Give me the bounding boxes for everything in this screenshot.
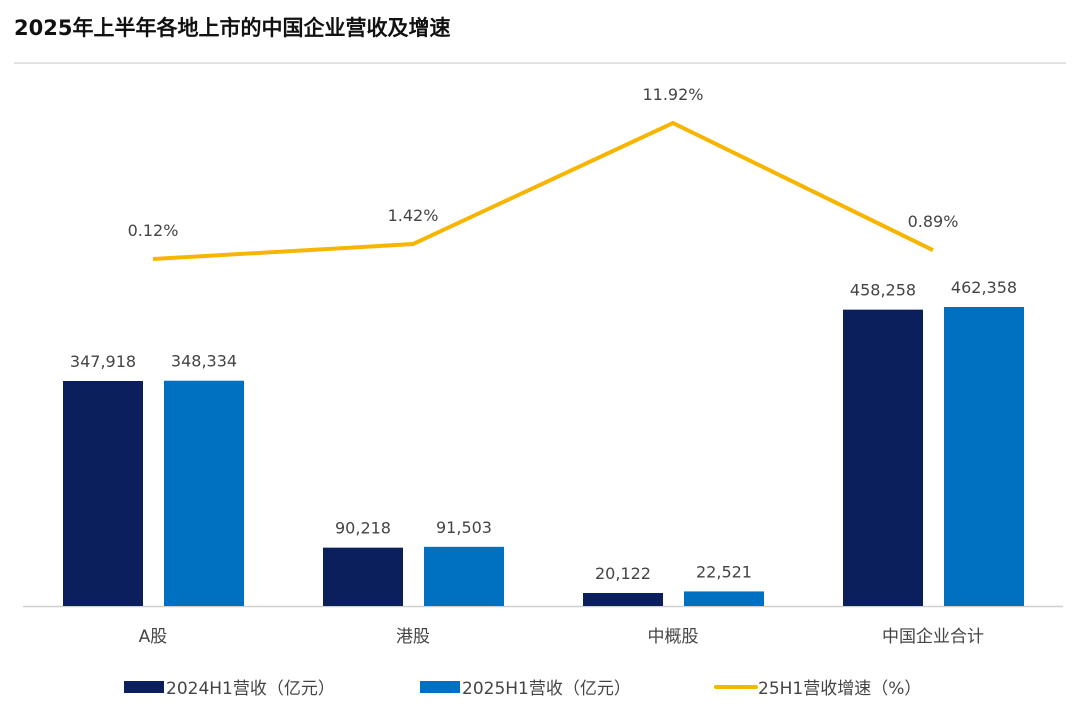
bar-2024h1: [583, 592, 663, 606]
line-data-label: 0.12%: [128, 221, 179, 240]
title-divider: [14, 62, 1066, 64]
bar-data-label: 462,358: [951, 278, 1017, 297]
bar-data-label: 90,218: [335, 519, 391, 538]
bar-2024h1: [63, 381, 143, 606]
bar-2025h1: [684, 591, 764, 606]
bar-data-label: 20,122: [595, 564, 651, 583]
growth-line: [152, 120, 934, 262]
legend-label: 2024H1营收（亿元）: [166, 679, 335, 699]
bar-2024h1: [843, 309, 923, 606]
legend-label: 2025H1营收（亿元）: [462, 679, 631, 699]
line-data-label: 0.89%: [908, 212, 959, 231]
category-label: 中国企业合计: [882, 627, 984, 647]
legend-swatch: [420, 681, 460, 693]
bar-data-label: 347,918: [70, 352, 136, 371]
legend-label: 25H1营收增速（%）: [758, 679, 921, 699]
bar-data-label: 91,503: [436, 518, 492, 537]
bar-2025h1: [424, 546, 504, 606]
bar-data-label: 348,334: [171, 352, 237, 371]
category-label: 港股: [396, 627, 430, 647]
category-label: A股: [139, 627, 168, 647]
bar-data-label: 458,258: [850, 281, 916, 300]
chart-title: 2025年上半年各地上市的中国企业营收及增速: [14, 16, 451, 40]
legend-swatch: [124, 681, 164, 693]
bar-data-label: 22,521: [696, 562, 752, 581]
bar-2024h1: [323, 547, 403, 606]
bar-2025h1: [164, 380, 244, 606]
line-data-label: 11.92%: [642, 85, 703, 104]
category-label: 中概股: [648, 627, 699, 647]
bar-2025h1: [944, 306, 1024, 606]
line-data-label: 1.42%: [388, 206, 439, 225]
